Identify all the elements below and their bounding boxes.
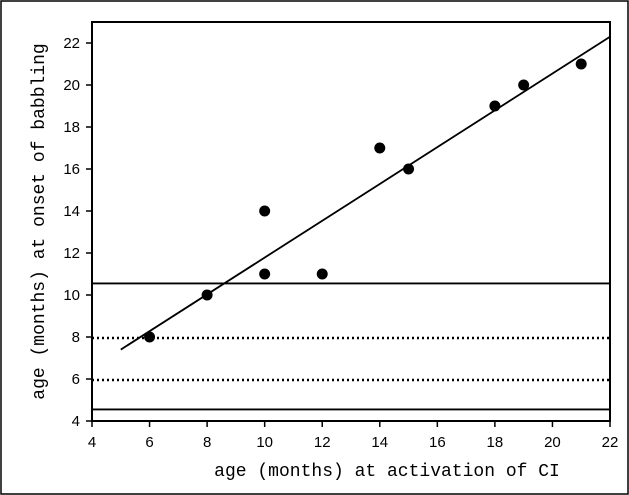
data-point — [403, 163, 415, 175]
y-tick-label: 18 — [63, 119, 80, 136]
y-axis-title: age (months) at onset of babbling — [30, 43, 50, 399]
data-point — [575, 58, 587, 70]
y-tick-label: 4 — [72, 413, 80, 430]
data-points — [144, 58, 587, 343]
x-tick-label: 10 — [256, 434, 273, 451]
y-tick-label: 10 — [63, 287, 80, 304]
data-point — [489, 100, 501, 112]
x-tick-label: 6 — [145, 434, 153, 451]
data-point — [374, 142, 386, 154]
x-tick-label: 14 — [371, 434, 388, 451]
y-tick-label: 8 — [72, 329, 80, 346]
x-tick-label: 8 — [203, 434, 211, 451]
data-point — [259, 205, 271, 217]
data-point — [259, 268, 271, 280]
plot-area-frame — [91, 21, 611, 422]
x-tick-label: 12 — [314, 434, 331, 451]
x-tick-label: 18 — [487, 434, 504, 451]
y-tick-label: 14 — [63, 203, 80, 220]
y-tick-label: 12 — [63, 245, 80, 262]
data-point — [316, 268, 328, 280]
data-point — [201, 289, 213, 301]
y-tick-label: 22 — [63, 35, 80, 52]
y-tick-label: 16 — [63, 161, 80, 178]
y-tick-label: 6 — [72, 371, 80, 388]
x-axis: 4 6 8 10 12 14 16 18 20 22 — [88, 421, 619, 451]
x-tick-label: 16 — [429, 434, 446, 451]
x-tick-label: 22 — [602, 434, 619, 451]
data-point — [144, 331, 156, 343]
x-tick-label: 4 — [88, 434, 96, 451]
y-axis: 4 6 8 10 12 14 16 18 20 22 — [63, 35, 92, 430]
trend-line-group — [120, 35, 611, 351]
trend-line — [120, 35, 611, 351]
x-axis-title: age (months) at activation of CI — [214, 462, 560, 482]
y-tick-label: 20 — [63, 77, 80, 94]
data-point — [518, 79, 530, 91]
reference-lines — [92, 282, 610, 411]
x-tick-label: 20 — [544, 434, 561, 451]
